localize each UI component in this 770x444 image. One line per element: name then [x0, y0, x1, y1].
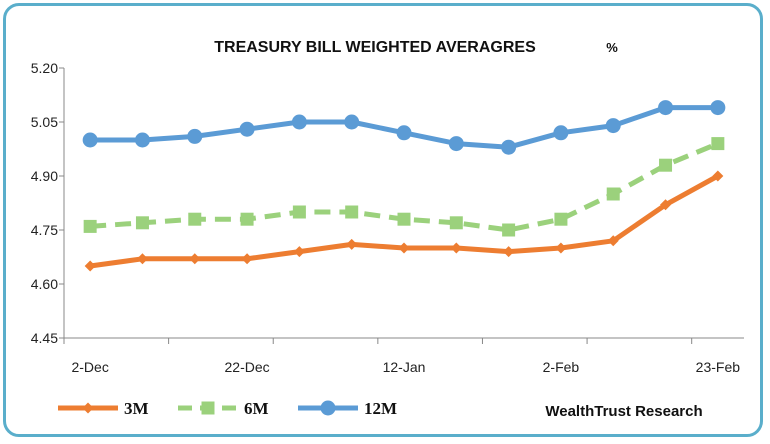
x-tick-label: 22-Dec [225, 359, 270, 375]
data-point-6m [397, 212, 411, 226]
data-point-3m [293, 246, 305, 258]
legend-marker-12m [320, 400, 336, 416]
data-point-3m [84, 260, 96, 272]
y-tick-label: 4.75 [31, 222, 58, 238]
data-point-12m [605, 118, 621, 134]
data-point-6m [449, 216, 463, 230]
data-point-12m [396, 125, 412, 141]
data-point-6m [554, 212, 568, 226]
unit-label: % [606, 40, 618, 55]
y-tick-label: 4.45 [31, 330, 58, 346]
data-point-6m [240, 212, 254, 226]
data-point-6m [345, 205, 359, 219]
data-point-3m [398, 242, 410, 254]
data-point-12m [239, 121, 255, 137]
y-tick-label: 5.05 [31, 114, 58, 130]
data-point-6m [135, 216, 149, 230]
legend-label-3m: 3M [124, 399, 149, 418]
y-tick-label: 5.20 [31, 60, 58, 76]
data-point-6m [659, 158, 673, 172]
data-point-12m [710, 100, 726, 116]
x-tick-label: 23-Feb [696, 359, 741, 375]
data-point-3m [136, 253, 148, 265]
data-point-12m [291, 114, 307, 130]
data-point-3m [241, 253, 253, 265]
data-point-6m [188, 212, 202, 226]
data-point-6m [83, 219, 97, 233]
data-point-3m [607, 235, 619, 247]
data-point-12m [448, 136, 464, 152]
data-point-12m [501, 139, 517, 155]
legend-label-12m: 12M [364, 399, 397, 418]
data-point-6m [502, 223, 516, 237]
data-point-3m [346, 238, 358, 250]
x-tick-label: 2-Dec [71, 359, 108, 375]
data-point-6m [711, 137, 725, 151]
data-point-3m [503, 246, 515, 258]
source-note: WealthTrust Research [545, 403, 702, 420]
data-point-3m [660, 199, 672, 211]
y-tick-label: 4.90 [31, 168, 58, 184]
data-point-3m [189, 253, 201, 265]
legend-marker-6m [201, 401, 215, 415]
data-point-3m [555, 242, 567, 254]
data-point-12m [344, 114, 360, 130]
x-tick-label: 2-Feb [543, 359, 580, 375]
legend-label-6m: 6M [244, 399, 269, 418]
data-point-6m [292, 205, 306, 219]
data-point-12m [82, 132, 98, 148]
data-point-12m [134, 132, 150, 148]
y-tick-label: 4.60 [31, 276, 58, 292]
data-point-12m [553, 125, 569, 141]
data-point-12m [658, 100, 674, 116]
x-tick-label: 12-Jan [383, 359, 426, 375]
data-point-6m [606, 187, 620, 201]
data-point-3m [712, 170, 724, 182]
data-point-12m [187, 128, 203, 144]
chart-frame [3, 3, 763, 437]
chart-title: TREASURY BILL WEIGHTED AVERAGRES [214, 39, 536, 56]
legend-marker-3m [82, 402, 94, 414]
data-point-3m [450, 242, 462, 254]
